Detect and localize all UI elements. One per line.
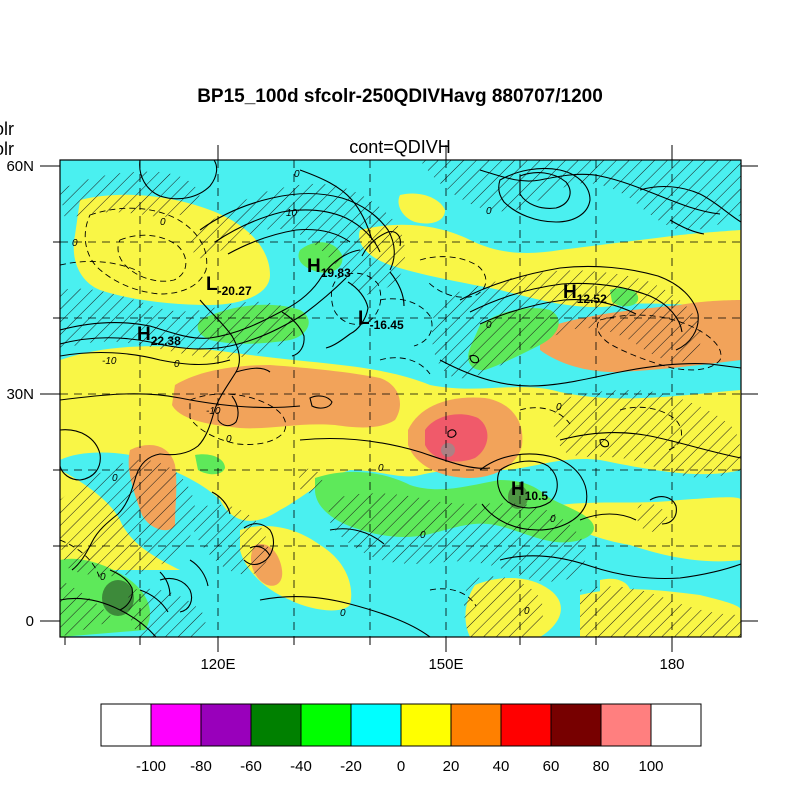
lat-label-0: 0 [25,613,34,630]
left-label-top: olr [0,119,15,139]
left-label-bottom: olr [0,139,15,159]
dark-spot [508,485,528,509]
contour-lines [60,160,741,637]
colorbar-swatch [200,703,252,747]
low-center-label: L-20.27 [206,274,252,298]
colorbar-swatch [300,703,352,747]
contour-label: 0 [160,217,166,228]
contour-label: 0 [378,463,384,474]
axis-ticks [40,145,758,652]
dark-spot [102,580,134,616]
contour-label: -10 [102,356,117,367]
contour-label: 0 [420,530,426,541]
map-fill [60,160,741,637]
contour-label: -10 [206,406,221,417]
lon-label-150e: 150E [428,656,464,673]
colorbar-swatch [350,703,402,747]
contour-label: 0 [112,473,118,484]
low-center-label: L-16.45 [358,308,404,332]
color-field-red [425,414,488,462]
colorbar-swatch [100,703,152,747]
lon-label-120e: 120E [200,656,236,673]
colorbar-tick-label: 0 [396,758,406,775]
contour-label: 0 [72,238,78,249]
colorbar-swatch [150,703,202,747]
colorbar-swatch [650,703,702,747]
figure-title: BP15_100d sfcolr-250QDIVHavg 880707/1200 [197,86,603,107]
contour-value-labels: 0 0 0 10 -10 0 0 0 -10 0 0 0 0 0 0 0 0 0 [72,169,562,619]
high-center-label: H22.38 [137,324,181,348]
pressure-center-labels: L-20.27 H19.83 H12.52 L-16.45 H22.38 H10… [137,256,607,503]
colorbar-tick-label: -40 [290,758,312,775]
colorbar-tick-label: 80 [592,758,610,775]
negative-contours [60,207,722,607]
colorbar-tick-label: 60 [542,758,560,775]
colorbar-tick-label: -60 [240,758,262,775]
colorbar-swatch [550,703,602,747]
grid-lines [60,160,741,637]
colorbar-swatch [450,703,502,747]
contour-label: 0 [294,169,300,180]
contour-label: 0 [486,206,492,217]
colorbar-swatch [500,703,552,747]
lat-label-60n: 60N [6,158,34,175]
high-center-label: H10.5 [511,479,548,503]
high-center-label: H19.83 [307,256,351,280]
contour-label: 0 [524,606,530,617]
contour-label: 0 [174,359,180,370]
lon-label-180: 180 [659,656,685,673]
colorbar-tick-label: -100 [135,758,167,775]
colorbar-tick-label: -20 [340,758,362,775]
contour-label: 0 [226,434,232,445]
colorbar-swatch [250,703,302,747]
figure-subtitle: cont=QDIVH [349,137,451,157]
contour-label: 10 [286,208,298,219]
contour-label: 0 [100,572,106,583]
contour-label: 0 [340,608,346,619]
contour-label: 0 [550,514,556,525]
contour-label: 0 [556,402,562,413]
contour-label: 0 [486,320,492,331]
lat-label-30n: 30N [6,386,34,403]
dark-spot [441,443,455,457]
colorbar [100,703,702,747]
colorbar-tick-label: -80 [190,758,212,775]
high-center-label: H12.52 [563,282,607,306]
colorbar-tick-label: 40 [492,758,510,775]
map-frame [59,159,742,638]
colorbar-swatch [600,703,652,747]
colorbar-swatch [400,703,452,747]
colorbar-tick-label: 100 [638,758,664,775]
colorbar-tick-label: 20 [442,758,460,775]
hatched-areas [60,160,741,637]
